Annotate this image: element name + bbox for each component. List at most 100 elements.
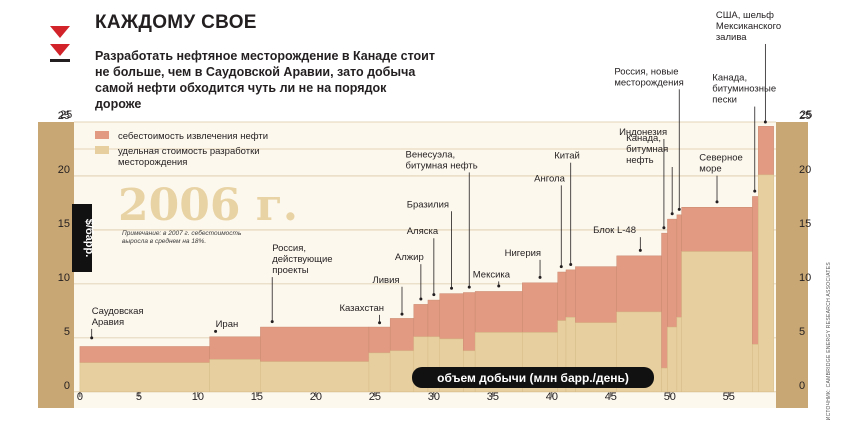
callout-dot <box>419 297 423 301</box>
bar-extraction-cost <box>758 126 774 176</box>
callout-label: залива <box>716 32 747 43</box>
bar-extraction-cost <box>439 293 464 340</box>
x-tick-label: 0 <box>77 391 83 403</box>
bar-development-cost <box>661 367 668 393</box>
y-tick-label-left: 25 <box>58 110 70 122</box>
callout-label: Индонезия <box>619 127 667 138</box>
callout-dot <box>432 293 436 297</box>
callout-label: пески <box>712 95 737 106</box>
callout-label: битумная нефть <box>406 160 478 171</box>
bar-extraction-cost <box>463 292 476 352</box>
y-tick-label-right: 15 <box>799 218 811 230</box>
y-tick-label-right: 20 <box>799 164 811 176</box>
x-axis-label: объем добычи (млн барр./день) <box>437 371 629 385</box>
x-tick-label: 45 <box>605 391 617 403</box>
x-tick-label: 20 <box>310 391 322 403</box>
x-tick-label: 40 <box>546 391 558 403</box>
callout-label: битуминозные <box>712 84 776 95</box>
bar-extraction-cost <box>79 346 210 363</box>
x-axis-label-pill <box>412 367 654 388</box>
y-axis-label-badge <box>72 204 92 272</box>
y-axis-label: $/барр. <box>83 219 95 258</box>
logo-rule <box>50 59 70 62</box>
subheadline: Разработать нефтяное месторождение в Кан… <box>95 49 435 111</box>
callout-dot <box>569 262 573 266</box>
bar-extraction-cost <box>557 271 567 321</box>
callout-label: Россия, <box>272 243 306 254</box>
bar-extraction-cost <box>389 318 415 352</box>
callout-label: битумная <box>626 144 668 155</box>
callout-label: Мексика <box>473 269 511 280</box>
callout-dot <box>497 284 501 288</box>
callout-label: Казахстан <box>339 303 384 314</box>
logo-triangle-top <box>50 26 70 38</box>
bar-extraction-cost <box>676 214 682 318</box>
y-tick-label-left: 0 <box>64 380 70 392</box>
y-tick-label-left: 10 <box>58 272 70 284</box>
legend-swatch <box>95 146 109 154</box>
callout-label: Мексиканского <box>716 21 781 32</box>
callout-label: Россия, новые <box>614 66 678 77</box>
bar-extraction-cost <box>474 291 523 333</box>
callout-label: Венесуэла, <box>406 149 456 160</box>
bar-development-cost <box>389 350 415 393</box>
bar-development-cost <box>758 174 774 393</box>
x-tick-label: 50 <box>664 391 676 403</box>
headline: КАЖДОМУ СВОЕ <box>95 12 257 33</box>
callout-dot <box>270 320 274 324</box>
bar-extraction-cost <box>575 266 617 323</box>
chart-note: Примечание: в 2007 г. себестоимость выро… <box>122 230 242 245</box>
bar-development-cost <box>209 359 261 393</box>
callout-dot <box>715 200 719 204</box>
x-tick-label: 5 <box>136 391 142 403</box>
callout-dot <box>467 285 471 289</box>
callout-dot <box>90 336 94 340</box>
x-tick-label: 10 <box>192 391 204 403</box>
y-tick-label-left: 5 <box>64 326 70 338</box>
callout-label: Нигерия <box>505 248 541 259</box>
legend: себестоимость извлечения нефти удельная с… <box>95 131 268 168</box>
bar-development-cost <box>368 352 391 393</box>
bar-extraction-cost <box>667 218 678 328</box>
bar-extraction-cost <box>616 255 662 313</box>
bar-extraction-cost <box>661 232 668 369</box>
bar-extraction-cost <box>522 282 558 333</box>
bar-extraction-cost <box>752 196 759 345</box>
callout-label: Иран <box>216 319 239 330</box>
bar-development-cost <box>681 251 753 393</box>
callout-label: Китай <box>554 151 580 162</box>
callout-label: проекты <box>272 265 309 276</box>
callout-label: Алжир <box>395 252 424 263</box>
callout-dot <box>450 286 454 290</box>
callout-dot <box>662 226 666 230</box>
callout-label: месторождения <box>614 77 683 88</box>
x-tick-label: 35 <box>487 391 499 403</box>
bar-extraction-cost <box>427 299 440 338</box>
callout-label: Ангола <box>534 173 565 184</box>
callout-dot <box>677 207 681 211</box>
callout-label: США, шельф <box>716 10 774 21</box>
callout-label: Северное <box>699 153 742 164</box>
callout-dot <box>763 120 767 124</box>
y-tick-label-right: 25 <box>799 110 811 122</box>
callout-label: Саудовская <box>92 306 144 317</box>
bar-development-cost <box>260 361 370 393</box>
legend-label: месторождения <box>118 157 187 168</box>
y-tick-label-right: 5 <box>799 326 805 338</box>
callout-dot <box>753 189 757 193</box>
bar-development-cost <box>667 326 678 393</box>
x-tick-label: 30 <box>428 391 440 403</box>
callout-label: нефть <box>626 155 653 166</box>
callout-dot <box>400 312 404 316</box>
callout-label: Канада, <box>626 133 661 144</box>
bar-development-cost <box>676 317 682 393</box>
y-tick-label-right: 10 <box>799 272 811 284</box>
y-tick-label-left: 20 <box>58 164 70 176</box>
callout-label: Аляска <box>407 226 439 237</box>
callout-label: Аравия <box>92 317 124 328</box>
callout-dot <box>378 321 382 325</box>
callout-dot <box>214 329 218 333</box>
bar-extraction-cost <box>260 326 370 362</box>
